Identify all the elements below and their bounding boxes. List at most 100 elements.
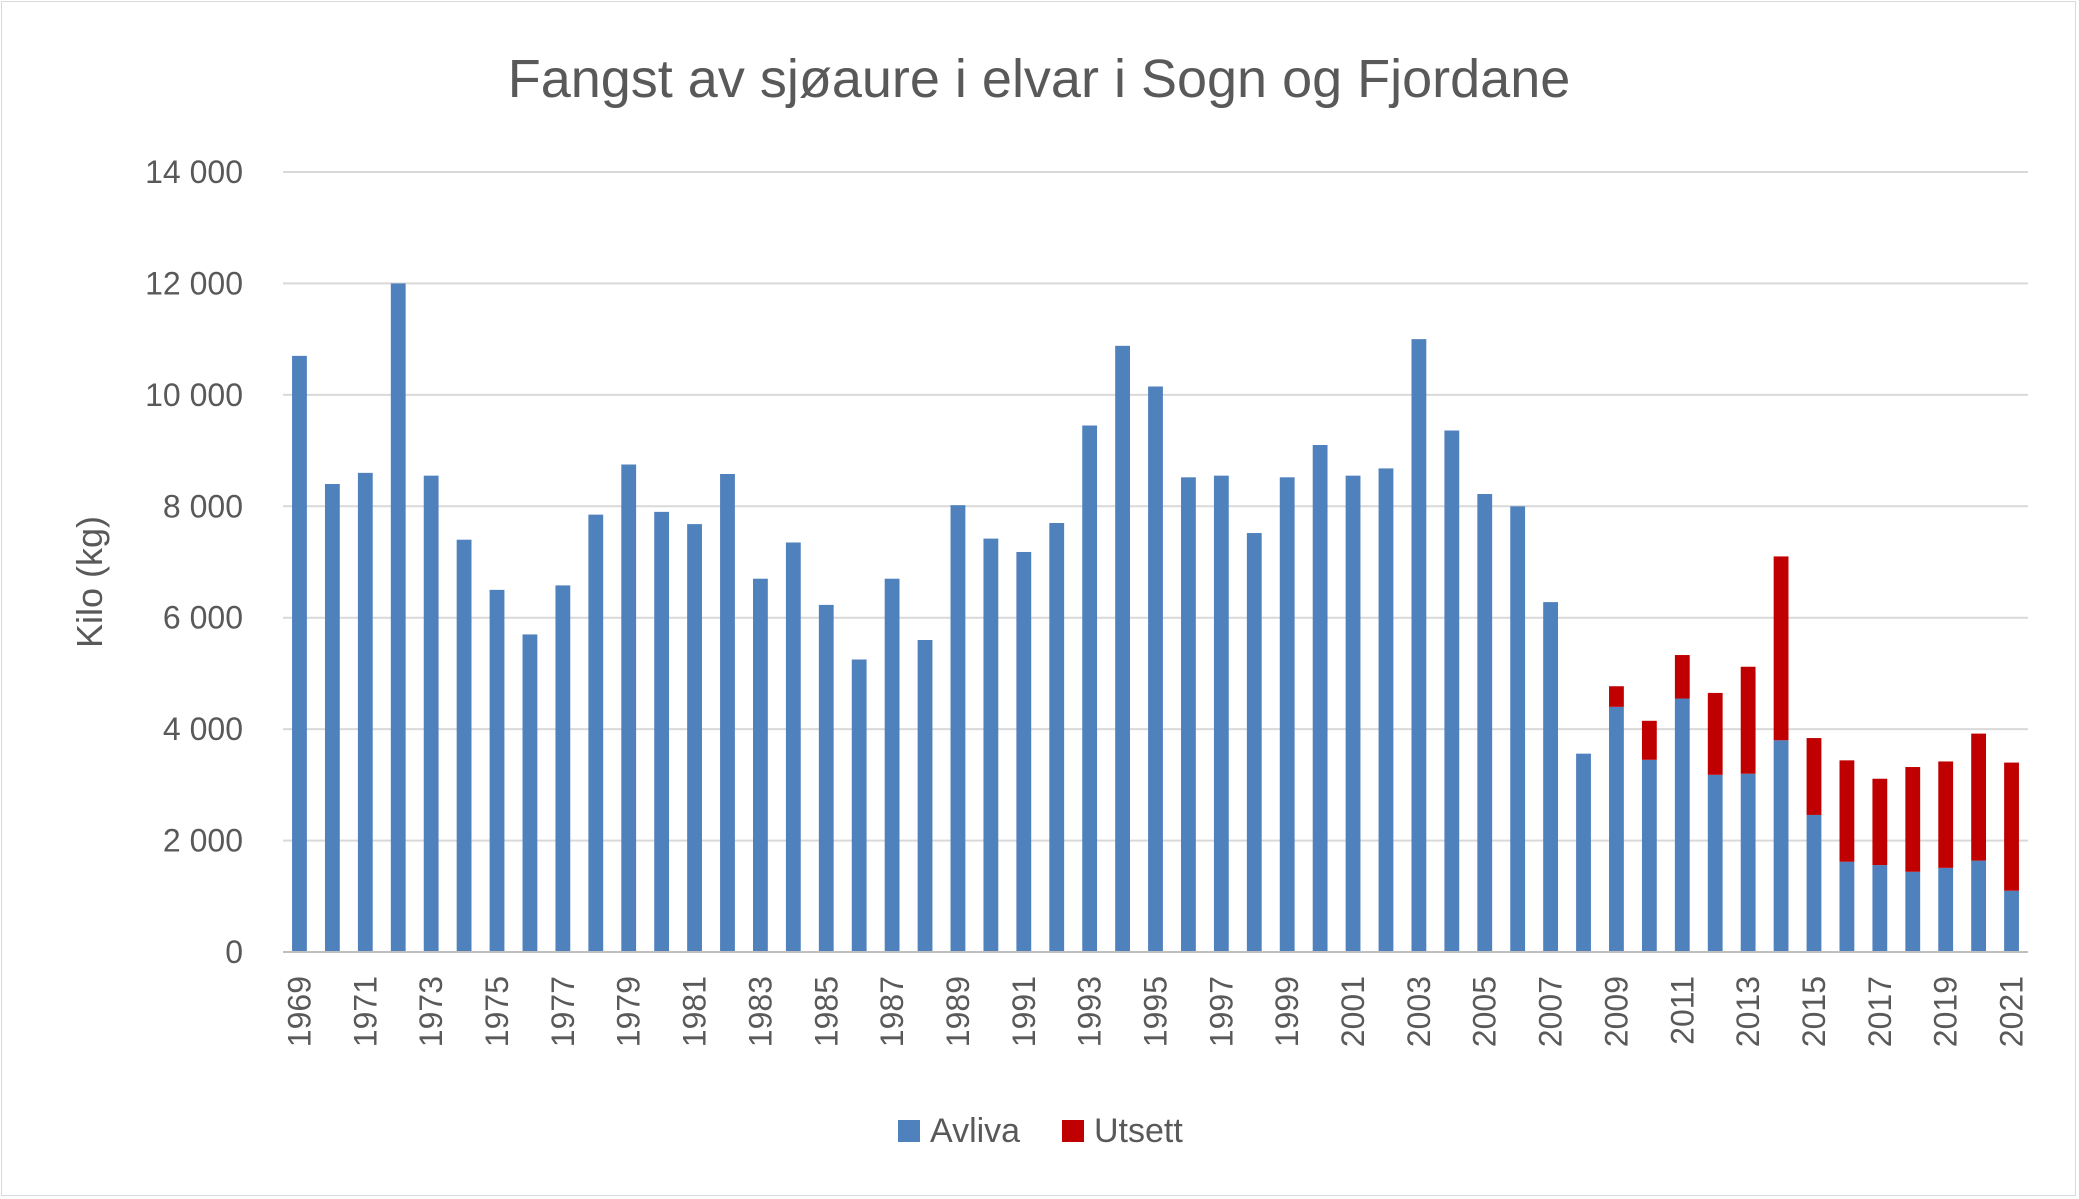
bar-utsett-2021 [2004,762,2019,891]
bar-avliva-2017 [1872,865,1888,952]
legend-swatch-utsett [1062,1120,1084,1142]
bar-avliva-1973 [423,475,439,952]
bar-avliva-1978 [588,514,604,952]
bar-avliva-2008 [1576,753,1591,952]
bar-avliva-1985 [818,604,834,952]
bar-avliva-1972 [390,283,406,952]
bar-utsett-2014 [1773,556,1789,741]
x-tick-label: 1983 [742,976,778,1047]
bar-avliva-1997 [1213,475,1229,952]
x-tick-label: 2009 [1598,976,1634,1047]
y-tick-label: 2 000 [163,823,243,859]
bar-utsett-2010 [1641,720,1657,760]
y-tick-label: 4 000 [163,711,243,747]
x-tick-label: 1989 [940,976,976,1047]
y-axis-label: Kilo (kg) [69,516,110,648]
bar-avliva-1980 [654,511,670,952]
x-tick-label: 1995 [1138,976,1174,1047]
chart-title: Fangst av sjøaure i elvar i Sogn og Fjor… [508,49,1571,109]
bar-avliva-1970 [324,484,340,952]
x-tick-label: 1985 [808,976,844,1047]
x-tick-label: 1991 [1006,976,1042,1047]
x-tick-label: 1969 [281,976,317,1047]
y-tick-label: 8 000 [163,488,243,524]
bar-avliva-1979 [621,464,637,952]
x-tick-label: 1997 [1203,976,1239,1047]
bar-avliva-2006 [1510,506,1526,952]
x-tick-label: 2007 [1533,976,1569,1047]
legend-label-utsett: Utsett [1094,1112,1183,1150]
y-tick-label: 14 000 [145,154,243,190]
bar-avliva-2019 [1938,867,1954,952]
x-tick-label: 1993 [1072,976,1108,1047]
bar-utsett-2011 [1674,655,1690,699]
bar-avliva-1988 [917,640,933,952]
bar-utsett-2018 [1905,767,1921,872]
bar-avliva-2015 [1806,814,1822,952]
bar-avliva-1983 [752,578,768,952]
x-tick-label: 2015 [1796,976,1832,1047]
x-tick-label: 1973 [413,976,449,1047]
bar-avliva-2021 [2004,890,2019,952]
bar-avliva-2004 [1444,430,1460,952]
bar-avliva-1974 [456,539,472,952]
bar-avliva-1996 [1181,477,1196,952]
bar-avliva-2018 [1905,871,1921,952]
y-tick-label: 0 [225,934,243,970]
bar-avliva-2014 [1773,740,1789,952]
x-tick-label: 1981 [677,976,713,1047]
bar-utsett-2017 [1872,778,1888,866]
bar-avliva-2001 [1345,475,1361,952]
x-tick-label: 2005 [1467,976,1503,1047]
bar-utsett-2013 [1740,666,1756,774]
bar-avliva-1993 [1082,425,1098,952]
y-tick-label: 10 000 [145,377,243,413]
bar-avliva-1987 [884,578,900,952]
bar-avliva-2012 [1707,774,1723,952]
bar-avliva-2011 [1674,698,1690,952]
bar-utsett-2016 [1839,760,1855,862]
bar-avliva-2002 [1378,468,1394,952]
bar-avliva-1990 [983,538,999,952]
bar-avliva-1981 [687,524,702,952]
bar-avliva-1986 [851,659,867,952]
x-tick-label: 1987 [874,976,910,1047]
x-tick-label: 1977 [545,976,581,1047]
bar-utsett-2015 [1806,738,1822,815]
bar-avliva-2020 [1971,860,1987,952]
bar-layer [292,283,2019,953]
x-tick-label: 2021 [1994,976,2030,1047]
bar-avliva-1984 [785,542,801,952]
bar-avliva-1989 [950,505,966,952]
legend: Avliva Utsett [898,1112,1183,1150]
bar-avliva-2010 [1641,759,1657,952]
bar-avliva-1991 [1016,551,1032,952]
bar-utsett-2020 [1971,733,1987,861]
bar-avliva-1999 [1279,477,1295,952]
x-tick-label: 1999 [1269,976,1305,1047]
x-tick-label: 2013 [1730,976,1766,1047]
legend-label-avliva: Avliva [930,1112,1020,1150]
bar-avliva-2013 [1740,773,1756,952]
bar-avliva-1977 [555,585,571,952]
bar-avliva-1969 [292,355,307,952]
bar-avliva-2009 [1609,706,1624,952]
bar-avliva-1992 [1049,523,1065,952]
y-tick-label: 6 000 [163,600,243,636]
bar-avliva-1995 [1148,386,1163,952]
x-tick-label: 1975 [479,976,515,1047]
x-tick-label: 2001 [1335,976,1371,1047]
y-tick-label: 12 000 [145,265,243,301]
axis-layer: 0 2 000 4 000 6 000 8 000 10 000 12 000 14 000 1… [145,154,2029,1047]
x-tick-label: 2019 [1928,976,1964,1047]
legend-swatch-avliva [898,1120,920,1142]
x-tick-label: 1971 [347,976,383,1047]
bar-utsett-2012 [1707,692,1723,775]
bar-avliva-2016 [1839,861,1855,952]
bar-avliva-1998 [1246,533,1262,952]
bar-avliva-1975 [489,589,505,952]
x-tick-label: 1979 [611,976,647,1047]
bar-avliva-1976 [522,634,538,952]
